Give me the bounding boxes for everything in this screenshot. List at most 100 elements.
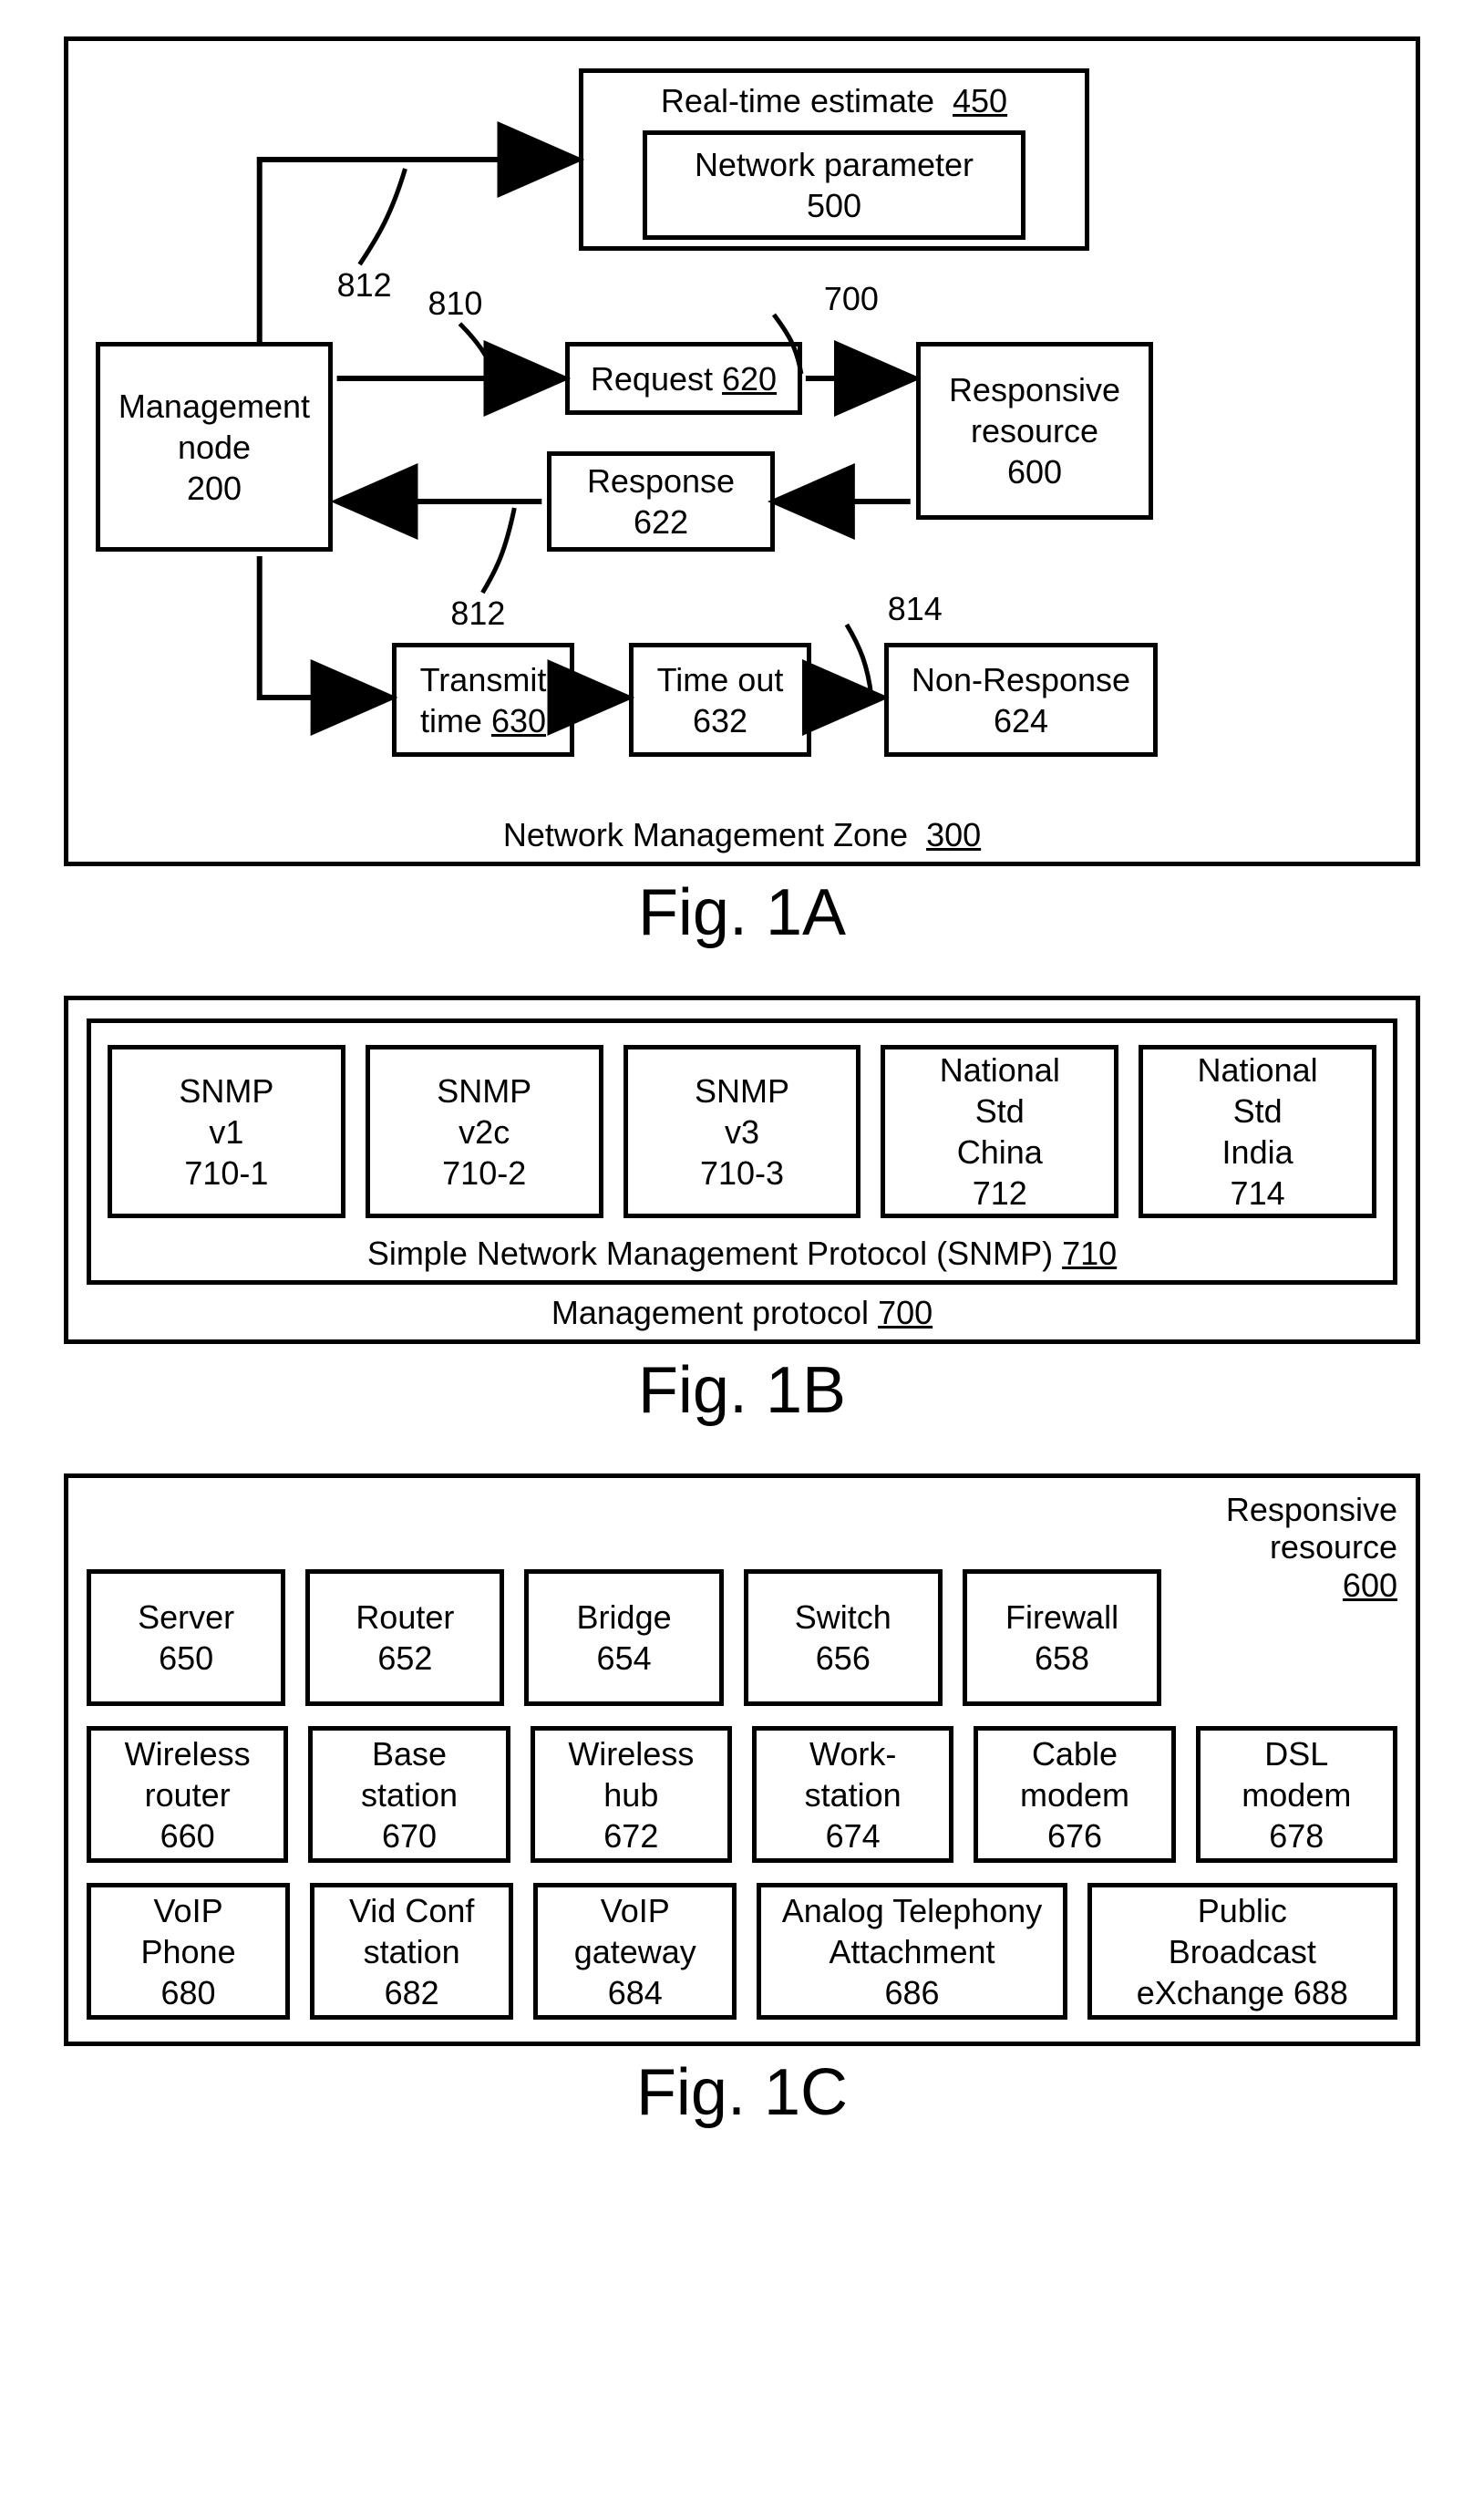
fig1c-cell-2-3: Analog TelephonyAttachment686 (757, 1883, 1067, 2020)
fig1b-item-3-l2: China (957, 1132, 1043, 1173)
fig1c-cell-2-3-l1: Attachment (829, 1931, 994, 1972)
fig1c-cell-2-4-l2: eXchange 688 (1137, 1972, 1348, 2013)
fig1b-item-4-l1: Std (1233, 1091, 1283, 1132)
fig1c-row-1: Wirelessrouter660Basestation670Wirelessh… (87, 1726, 1397, 1863)
fig1c-cell-1-2-l1: hub (603, 1774, 658, 1815)
fig1c-cell-0-3-l0: Switch (795, 1597, 891, 1638)
fig1b-item-2-l0: SNMP (695, 1070, 789, 1111)
fig1c-cell-2-4-l1: Broadcast (1169, 1931, 1316, 1972)
fig1c-title-l1: Responsive (87, 1491, 1397, 1528)
node-nr: Non-Response 624 (884, 643, 1158, 757)
response-num: 622 (634, 501, 688, 543)
fig1c-rows: Server650Router652Bridge654Switch656Fire… (87, 1569, 1397, 2020)
tt-l1: Transmit (420, 659, 547, 700)
fig1c-cell-1-3-l1: station (805, 1774, 902, 1815)
node-rte-inner: Network parameter 500 (643, 130, 1025, 240)
fig1a-frame: Management node 200 Real-time estimate 4… (64, 36, 1420, 866)
fig1c-cell-1-3-l0: Work- (809, 1733, 896, 1774)
fig1c-cell-1-2-l0: Wireless (568, 1733, 694, 1774)
node-to: Time out 632 (629, 643, 811, 757)
fig1c-cell-1-4-l2: 676 (1047, 1815, 1102, 1856)
fig1c-cell-1-3: Work-station674 (752, 1726, 953, 1863)
fig1b-outer-label: Management protocol (551, 1294, 869, 1331)
rr-l1: Responsive (949, 369, 1120, 410)
fig1b-item-2-l2: 710-3 (700, 1153, 784, 1194)
fig1c-cell-2-1-l2: 682 (385, 1972, 439, 2013)
fig1b-item-3-l0: National (940, 1049, 1060, 1091)
fig1c-cell-2-0: VoIPPhone680 (87, 1883, 290, 2020)
fig1b-item-4: NationalStdIndia714 (1139, 1045, 1376, 1218)
fig1c-cell-2-3-l2: 686 (884, 1972, 939, 2013)
fig1c-cell-1-1-l0: Base (372, 1733, 447, 1774)
fig1b-item-4-l0: National (1198, 1049, 1318, 1091)
fig1b-item-2-l1: v3 (725, 1111, 759, 1153)
fig1b-item-0-l1: v1 (209, 1111, 243, 1153)
node-response: Response 622 (547, 451, 775, 552)
fig1c-cell-0-0-l1: 650 (159, 1638, 213, 1679)
fig1c-cell-0-1-l1: 652 (377, 1638, 432, 1679)
rte-title-row: Real-time estimate 450 (661, 80, 1007, 121)
fig1b-item-1: SNMPv2c710-2 (366, 1045, 603, 1218)
fig1b-frame: SNMPv1710-1SNMPv2c710-2SNMPv3710-3Nation… (64, 996, 1420, 1344)
fig1c-cell-2-0-l1: Phone (141, 1931, 236, 1972)
nr-label: Non-Response (912, 659, 1130, 700)
fig1b-item-1-l0: SNMP (437, 1070, 531, 1111)
lbl-814: 814 (888, 590, 943, 627)
fig1c-cell-1-2: Wirelesshub672 (531, 1726, 732, 1863)
fig1c-cell-2-2-l2: 684 (608, 1972, 663, 2013)
fig1c-cell-1-0-l2: 660 (160, 1815, 215, 1856)
fig1a-container-caption: Network Management Zone 300 (68, 816, 1416, 854)
node-mgmt: Management node 200 (96, 342, 333, 552)
fig1b-inner-num: 710 (1062, 1235, 1117, 1272)
fig1c-title-l2: resource (87, 1528, 1397, 1566)
fig1b-caption: Fig. 1B (64, 1353, 1420, 1428)
fig1c-cell-2-0-l0: VoIP (154, 1890, 223, 1931)
node-rte: Real-time estimate 450 Network parameter… (579, 68, 1089, 251)
fig1c-frame: Responsive resource 600 Server650Router6… (64, 1473, 1420, 2046)
fig1c-cell-1-1-l2: 670 (382, 1815, 437, 1856)
fig1c-cell-0-1: Router652 (305, 1569, 504, 1706)
node-request: Request 620 (565, 342, 802, 415)
fig1a-container-label: Network Management Zone (503, 816, 908, 853)
fig1c-caption: Fig. 1C (64, 2055, 1420, 2130)
rte-inner-l1: Network parameter (695, 144, 974, 185)
fig1c-cell-0-2-l1: 654 (597, 1638, 652, 1679)
fig1b-outer-caption: Management protocol 700 (87, 1294, 1397, 1332)
fig1b-item-1-l2: 710-2 (442, 1153, 526, 1194)
fig1b-item-0: SNMPv1710-1 (108, 1045, 345, 1218)
lbl-700: 700 (824, 280, 879, 317)
fig1c-row-0: Server650Router652Bridge654Switch656Fire… (87, 1569, 1161, 1706)
fig1b-item-3-l1: Std (975, 1091, 1025, 1132)
fig1c-cell-1-4-l0: Cable (1032, 1733, 1118, 1774)
fig1c-cell-1-5-l1: modem (1242, 1774, 1351, 1815)
fig1a-caption: Fig. 1A (64, 875, 1420, 950)
fig1b-item-0-l0: SNMP (179, 1070, 273, 1111)
lbl-812a: 812 (337, 266, 392, 304)
fig1c-cell-2-2-l1: gateway (574, 1931, 696, 1972)
fig1c-cell-2-2: VoIPgateway684 (533, 1883, 737, 2020)
fig1c-cell-2-1-l0: Vid Conf (349, 1890, 474, 1931)
fig1a-container-num: 300 (926, 816, 981, 853)
fig1c-cell-0-0: Server650 (87, 1569, 285, 1706)
lbl-812b: 812 (450, 594, 505, 632)
fig1b-item-0-l2: 710-1 (184, 1153, 268, 1194)
request-label: Request (591, 358, 713, 399)
fig1b-item-4-l2: India (1222, 1132, 1293, 1173)
fig1b-inner-label: Simple Network Management Protocol (SNMP… (367, 1235, 1053, 1272)
fig1c-cell-0-0-l0: Server (138, 1597, 234, 1638)
to-label: Time out (657, 659, 784, 700)
fig1c-cell-1-2-l2: 672 (603, 1815, 658, 1856)
fig1c-cell-2-0-l2: 680 (161, 1972, 216, 2013)
node-mgmt-l3: 200 (187, 468, 242, 509)
fig1c-cell-1-5-l0: DSL (1264, 1733, 1328, 1774)
fig1b-inner-caption: Simple Network Management Protocol (SNMP… (108, 1235, 1376, 1273)
fig1c-cell-0-4-l1: 658 (1035, 1638, 1089, 1679)
fig1c-cell-1-1-l1: station (361, 1774, 458, 1815)
node-tt: Transmit time 630 (392, 643, 574, 757)
tt-row2: time 630 (420, 700, 546, 741)
fig1c-cell-0-3: Switch656 (744, 1569, 943, 1706)
fig1c-cell-1-0-l1: router (145, 1774, 231, 1815)
response-label: Response (587, 460, 735, 501)
fig1c-cell-0-4: Firewall658 (963, 1569, 1161, 1706)
node-mgmt-l2: node (178, 427, 251, 468)
